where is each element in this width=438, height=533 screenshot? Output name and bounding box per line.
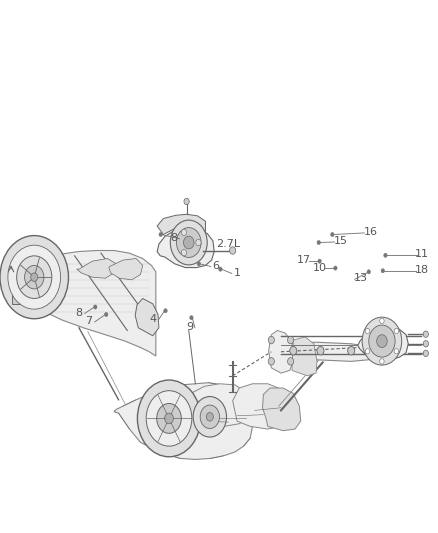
Text: 16: 16: [363, 227, 377, 237]
Circle shape: [31, 273, 38, 281]
Circle shape: [17, 256, 52, 298]
Text: 13: 13: [353, 273, 367, 283]
Circle shape: [176, 228, 201, 257]
Circle shape: [268, 358, 274, 365]
Polygon shape: [157, 228, 214, 268]
Text: 7: 7: [85, 317, 92, 326]
Polygon shape: [184, 384, 250, 426]
Circle shape: [317, 259, 321, 263]
Text: 17: 17: [296, 255, 310, 265]
Circle shape: [218, 267, 222, 271]
Circle shape: [104, 312, 108, 317]
Polygon shape: [232, 384, 289, 429]
Text: 11: 11: [414, 249, 428, 259]
Circle shape: [164, 413, 173, 424]
Circle shape: [366, 270, 370, 274]
Circle shape: [379, 318, 383, 324]
Polygon shape: [17, 251, 155, 356]
Circle shape: [383, 253, 386, 257]
Circle shape: [8, 245, 60, 309]
Polygon shape: [291, 337, 316, 376]
Polygon shape: [157, 214, 205, 235]
Circle shape: [184, 198, 189, 205]
Circle shape: [25, 265, 44, 289]
Circle shape: [364, 349, 369, 354]
Polygon shape: [77, 259, 116, 278]
Circle shape: [316, 346, 323, 355]
Circle shape: [195, 239, 201, 246]
Circle shape: [159, 232, 162, 237]
Circle shape: [361, 317, 401, 365]
Circle shape: [393, 349, 398, 354]
Circle shape: [189, 316, 193, 320]
Circle shape: [170, 220, 207, 265]
Circle shape: [287, 358, 293, 365]
Circle shape: [183, 236, 194, 249]
Circle shape: [206, 413, 213, 421]
Polygon shape: [12, 285, 25, 304]
Circle shape: [422, 341, 427, 347]
Circle shape: [287, 336, 293, 344]
Circle shape: [268, 336, 274, 344]
Circle shape: [379, 359, 383, 364]
Ellipse shape: [12, 301, 25, 307]
Polygon shape: [268, 330, 293, 373]
Circle shape: [333, 266, 336, 270]
Circle shape: [156, 403, 181, 433]
Circle shape: [347, 346, 354, 355]
Circle shape: [137, 380, 200, 457]
Circle shape: [146, 391, 191, 446]
Circle shape: [93, 305, 97, 309]
Circle shape: [200, 405, 219, 429]
Polygon shape: [114, 383, 252, 459]
Polygon shape: [14, 266, 24, 285]
Polygon shape: [135, 298, 159, 336]
Text: 6: 6: [212, 261, 219, 271]
Circle shape: [197, 262, 200, 266]
Text: 18: 18: [413, 265, 427, 274]
Circle shape: [0, 236, 68, 319]
Circle shape: [229, 247, 235, 254]
Circle shape: [181, 229, 186, 236]
Circle shape: [368, 325, 394, 357]
Text: 15: 15: [333, 236, 347, 246]
Text: 1: 1: [233, 269, 240, 278]
Text: 4: 4: [149, 314, 156, 324]
Circle shape: [380, 269, 384, 273]
Text: 10: 10: [312, 263, 326, 272]
Polygon shape: [269, 342, 368, 361]
Polygon shape: [109, 259, 142, 280]
Polygon shape: [262, 388, 300, 431]
Circle shape: [163, 309, 167, 313]
Circle shape: [330, 232, 333, 237]
Text: 8: 8: [75, 308, 82, 318]
Circle shape: [376, 335, 386, 348]
Circle shape: [193, 397, 226, 437]
Circle shape: [316, 240, 320, 245]
Circle shape: [364, 328, 369, 334]
Text: 2.7L: 2.7L: [216, 239, 240, 248]
Ellipse shape: [12, 282, 25, 288]
Polygon shape: [357, 327, 407, 361]
Circle shape: [422, 331, 427, 337]
Circle shape: [422, 350, 427, 357]
Text: 8: 8: [170, 233, 177, 243]
Text: 9: 9: [186, 322, 193, 332]
Circle shape: [289, 346, 296, 355]
Circle shape: [393, 328, 398, 334]
Circle shape: [181, 249, 186, 256]
Circle shape: [371, 346, 378, 355]
